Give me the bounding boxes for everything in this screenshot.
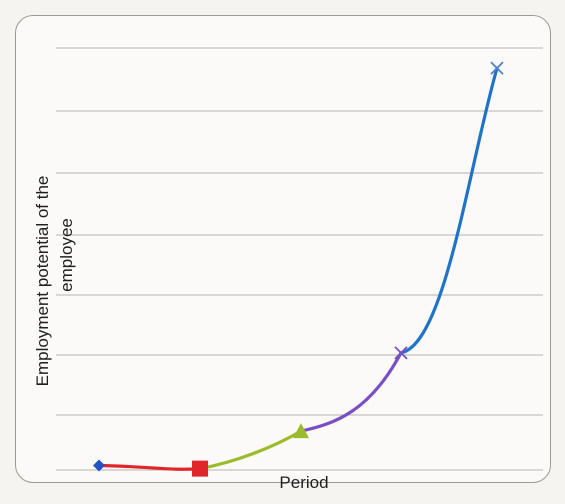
data-point-4: [394, 346, 408, 360]
data-point-3: [293, 423, 309, 439]
series-markers: [93, 61, 504, 477]
series-segments: [97, 66, 499, 471]
data-point-5: [490, 61, 504, 75]
y-axis-label-line-1: Employment potential of the: [33, 176, 52, 387]
x-axis-label: Period: [279, 473, 328, 492]
data-point-1: [93, 459, 105, 472]
series-segment-2: [198, 429, 303, 471]
data-point-2: [192, 460, 208, 477]
series-segment-4: [399, 66, 499, 355]
series-segment-3: [299, 351, 403, 433]
y-axis-label-line-2: employee: [57, 218, 76, 292]
series-segment-1: [97, 463, 202, 471]
chart-frame: [15, 15, 551, 483]
grid-layer: [56, 47, 543, 471]
